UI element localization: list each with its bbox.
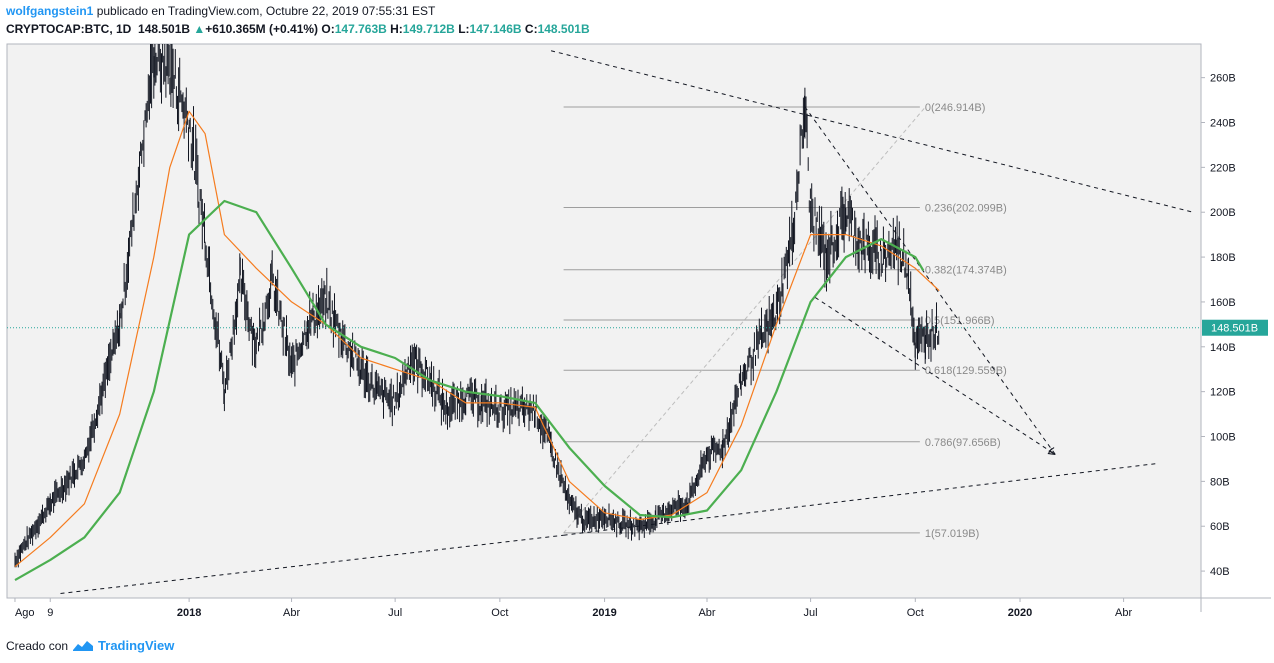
y-tick-label: 260B bbox=[1210, 73, 1236, 85]
y-tick-label: 60B bbox=[1210, 521, 1230, 533]
trendline-arrowhead bbox=[1048, 447, 1056, 455]
tradingview-logo-icon bbox=[73, 640, 94, 651]
y-tick-label: 140B bbox=[1210, 342, 1236, 354]
ohlc-header: CRYPTOCAP:BTC, 1D 148.501B ▲+610.365M (+… bbox=[6, 22, 590, 36]
fib-level-label: 0.786(97.656B) bbox=[925, 437, 1001, 449]
low-label: L: bbox=[458, 22, 470, 36]
tradingview-brand[interactable]: TradingView bbox=[98, 638, 175, 653]
close-label: C: bbox=[524, 22, 538, 36]
x-tick-label: Jul bbox=[388, 607, 402, 619]
y-tick-label: 200B bbox=[1210, 207, 1236, 219]
low-value: 147.146B bbox=[469, 22, 522, 36]
fib-level-label: 0.382(174.374B) bbox=[925, 265, 1007, 277]
footer-credit: Creado con TradingView bbox=[6, 638, 174, 653]
x-tick-label: Abr bbox=[698, 607, 715, 619]
y-tick-label: 120B bbox=[1210, 387, 1236, 399]
trendline bbox=[550, 50, 1194, 213]
x-tick-label: 9 bbox=[47, 607, 53, 619]
moving-average-fast-line bbox=[14, 110, 940, 568]
author-name[interactable]: wolfgangstein1 bbox=[6, 4, 94, 18]
fib-projection-line bbox=[563, 106, 926, 534]
created-with-label: Creado con bbox=[6, 638, 69, 653]
x-tick-label: Jul bbox=[804, 607, 818, 619]
current-price-label: 148.501B bbox=[1211, 323, 1258, 335]
change-arrow-icon: ▲ bbox=[193, 22, 206, 36]
open-value: 147.763B bbox=[334, 22, 387, 36]
y-tick-label: 40B bbox=[1210, 566, 1230, 578]
x-tick-label: Abr bbox=[283, 607, 300, 619]
x-tick-label: Oct bbox=[491, 607, 508, 619]
y-tick-label: 240B bbox=[1210, 118, 1236, 130]
x-tick-label: 2018 bbox=[177, 607, 201, 619]
moving-average-slow-line bbox=[14, 199, 925, 582]
y-tick-label: 220B bbox=[1210, 162, 1236, 174]
y-tick-label: 100B bbox=[1210, 432, 1236, 444]
change-value: +610.365M (+0.41%) bbox=[205, 22, 319, 36]
y-tick-label: 80B bbox=[1210, 476, 1230, 488]
y-tick-label: 180B bbox=[1210, 252, 1236, 264]
x-tick-label: 2019 bbox=[592, 607, 616, 619]
high-label: H: bbox=[390, 22, 403, 36]
plot-layer: 0(246.914B) 0.236(202.099B) 0.382(174.374B… bbox=[14, 44, 1194, 595]
x-tick-label: Abr bbox=[1115, 607, 1132, 619]
chart-publish-header: wolfgangstein1 publicado en TradingView.… bbox=[6, 4, 435, 18]
x-tick-label: Ago bbox=[15, 607, 35, 619]
y-tick-label: 160B bbox=[1210, 297, 1236, 309]
fib-level-label: 0.618(129.559B) bbox=[925, 365, 1007, 377]
trendline bbox=[563, 462, 1158, 536]
current-price-badge bbox=[1202, 319, 1268, 336]
fib-level-label: 1(57.019B) bbox=[925, 528, 979, 540]
x-tick-label: 2020 bbox=[1008, 607, 1032, 619]
trendline-arrowhead bbox=[1047, 448, 1056, 455]
high-value: 149.712B bbox=[402, 22, 455, 36]
last-price: 148.501B bbox=[138, 22, 191, 36]
fib-level-label: 0.236(202.099B) bbox=[925, 203, 1007, 215]
x-tick-label: Oct bbox=[907, 607, 924, 619]
fib-level-label: 0(246.914B) bbox=[925, 102, 986, 114]
close-value: 148.501B bbox=[537, 22, 590, 36]
published-text: publicado en TradingView.com, Octubre 22… bbox=[96, 4, 436, 18]
candles-group bbox=[14, 44, 940, 568]
open-label: O: bbox=[321, 22, 335, 36]
symbol-label: CRYPTOCAP:BTC, 1D bbox=[6, 22, 132, 36]
